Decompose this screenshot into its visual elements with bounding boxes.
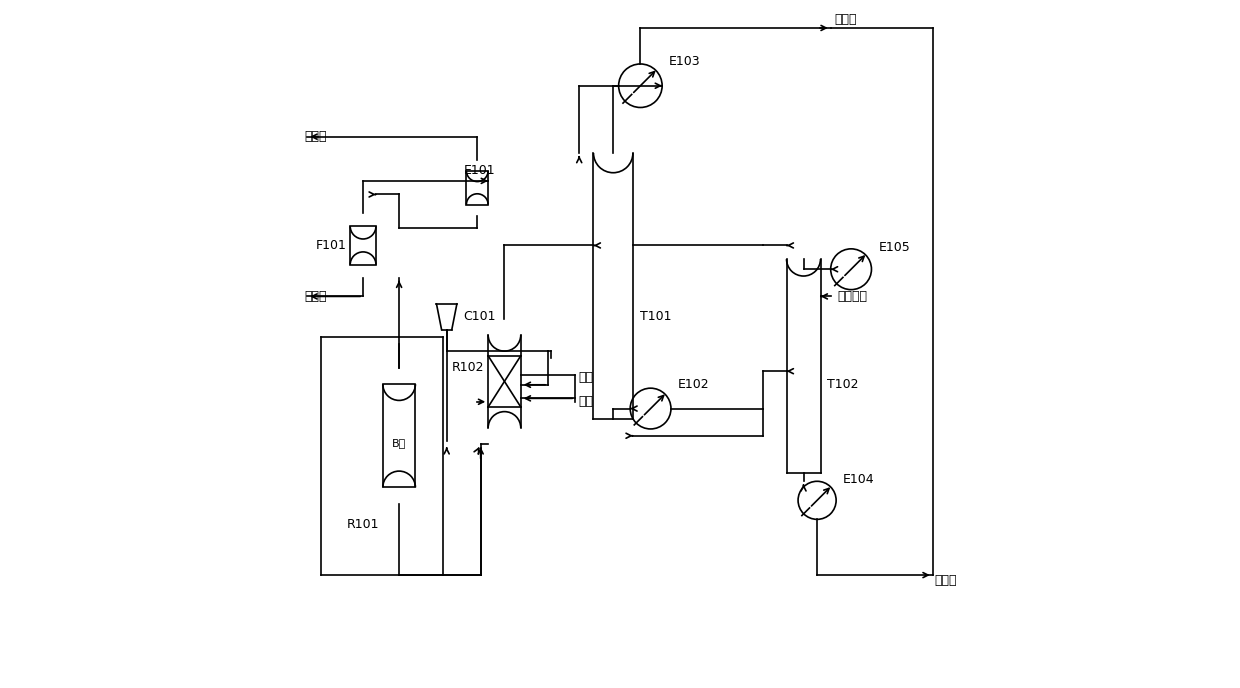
Bar bbox=[350, 226, 376, 265]
Text: R102: R102 bbox=[453, 361, 485, 374]
Text: 轻杂质: 轻杂质 bbox=[304, 130, 326, 143]
Bar bbox=[466, 171, 489, 204]
Text: E104: E104 bbox=[843, 473, 874, 486]
Text: C101: C101 bbox=[464, 310, 496, 323]
Text: B粉: B粉 bbox=[392, 438, 407, 448]
Text: T102: T102 bbox=[827, 378, 859, 391]
Text: 重杂质: 重杂质 bbox=[304, 290, 326, 303]
Text: 轻组分: 轻组分 bbox=[835, 12, 857, 25]
Text: 三氯化硼: 三氯化硼 bbox=[837, 290, 868, 303]
Text: 重组分: 重组分 bbox=[935, 574, 957, 587]
Text: F101: F101 bbox=[316, 239, 347, 252]
Text: R101: R101 bbox=[347, 517, 379, 530]
Text: E103: E103 bbox=[668, 56, 701, 68]
Text: E102: E102 bbox=[678, 378, 709, 391]
Text: E101: E101 bbox=[464, 164, 495, 178]
Text: 氯气: 氯气 bbox=[579, 372, 594, 385]
Text: 氢气: 氢气 bbox=[579, 396, 594, 408]
Text: E105: E105 bbox=[878, 241, 910, 254]
Bar bbox=[383, 384, 415, 487]
Text: T101: T101 bbox=[640, 310, 671, 323]
